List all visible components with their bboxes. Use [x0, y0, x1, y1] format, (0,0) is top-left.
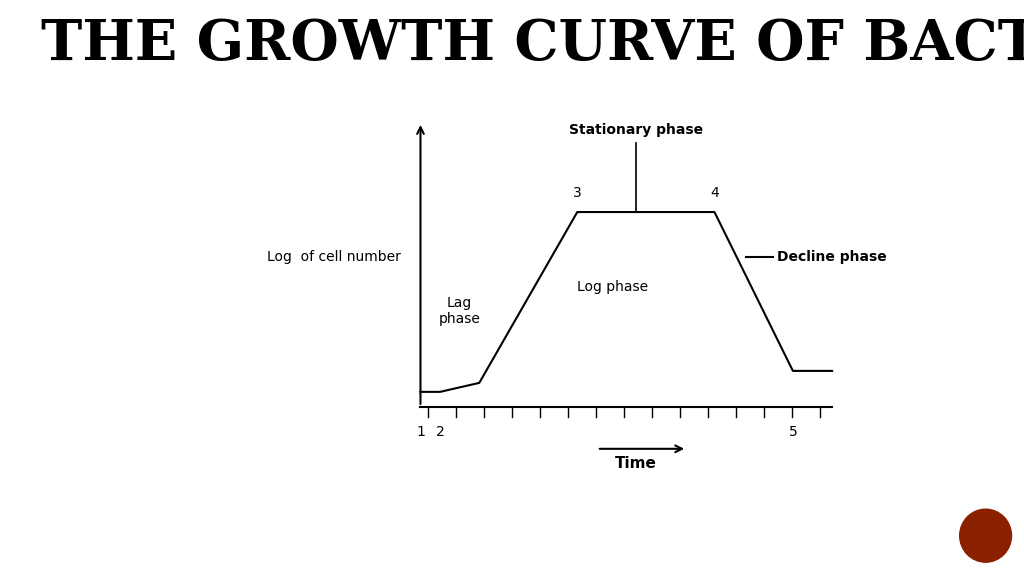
Text: Stationary phase: Stationary phase: [569, 123, 703, 137]
Text: 3: 3: [572, 186, 582, 200]
Text: Log  of cell number: Log of cell number: [267, 250, 401, 264]
Text: Log phase: Log phase: [578, 280, 648, 294]
Text: 39: 39: [977, 529, 994, 542]
Text: Time: Time: [615, 456, 657, 471]
Circle shape: [959, 509, 1012, 562]
Text: 1: 1: [416, 425, 425, 439]
Text: 4: 4: [710, 186, 719, 200]
Text: 2: 2: [435, 425, 444, 439]
Text: Lag
phase: Lag phase: [438, 296, 480, 326]
Text: Decline phase: Decline phase: [777, 250, 887, 264]
Text: 5: 5: [788, 425, 798, 439]
Text: THE GROWTH CURVE OF BACTERIA: THE GROWTH CURVE OF BACTERIA: [41, 17, 1024, 72]
